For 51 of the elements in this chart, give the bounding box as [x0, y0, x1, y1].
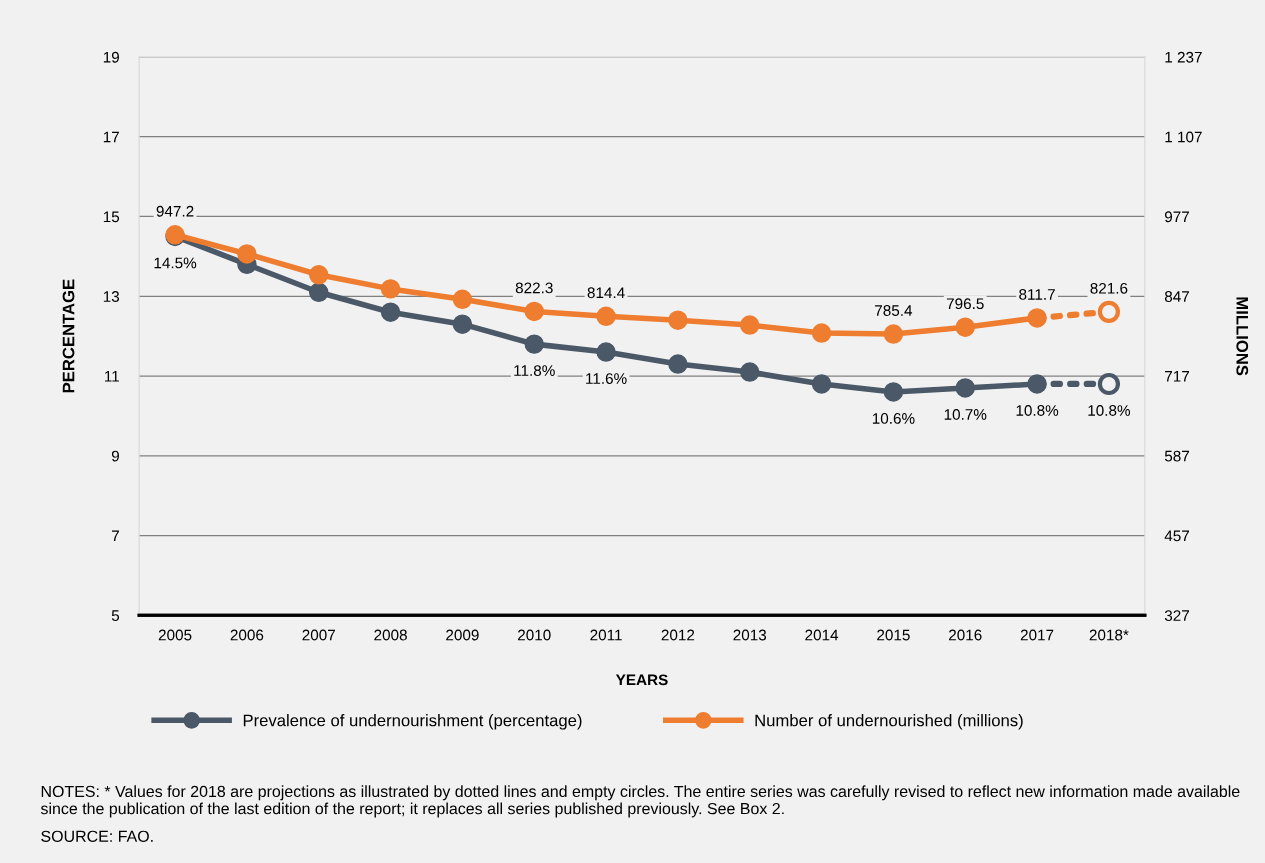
x-tick-label: 2013	[733, 629, 767, 641]
x-tick-label: 2014	[805, 629, 839, 641]
y-tick-label: 11	[105, 371, 119, 382]
y2-tick-label: 1 237	[1165, 51, 1202, 63]
data-label: 947.2	[156, 205, 194, 217]
x-tick-label: 2010	[518, 629, 551, 641]
data-label: 11.6%	[586, 373, 627, 384]
data-label: 822.3	[515, 282, 553, 294]
data-label: 10.6%	[872, 413, 915, 424]
source-note: SOURCE: FAO.	[41, 830, 153, 842]
y-tick-label: 19	[103, 51, 119, 63]
x-tick-label: 2011	[590, 629, 622, 641]
data-label: 11.8%	[514, 365, 555, 376]
y-axis-title: PERCENTAGE	[62, 279, 75, 393]
y2-axis-title: MILLIONS	[1236, 297, 1249, 376]
y-tick-label: 7	[111, 530, 119, 542]
x-tick-label: 2009	[446, 629, 479, 641]
x-tick-label: 2008	[374, 629, 407, 641]
y-tick-label: 17	[103, 131, 119, 143]
data-label: 10.8%	[1088, 405, 1131, 416]
y-tick-label: 9	[111, 450, 119, 462]
x-tick-label: 2005	[158, 629, 192, 641]
data-label: 785.4	[875, 305, 913, 316]
x-tick-label: 2012	[661, 629, 695, 641]
y-tick-label: 5	[111, 610, 120, 622]
x-tick-label: 2018*	[1089, 629, 1129, 641]
y-tick-label: 15	[103, 211, 120, 223]
y2-tick-label: 977	[1164, 211, 1189, 223]
data-label: 814.4	[587, 287, 625, 299]
y-tick-label: 13	[103, 291, 120, 302]
data-label: 14.5%	[154, 257, 197, 269]
y2-tick-label: 457	[1164, 530, 1189, 542]
data-label: 821.6	[1090, 282, 1128, 294]
legend-label: Prevalence of undernourishment (percentage)	[243, 714, 582, 730]
y2-tick-label: 587	[1164, 450, 1189, 462]
data-label: 811.7	[1019, 288, 1055, 300]
data-label: 10.8%	[1016, 405, 1059, 416]
y2-tick-label: 847	[1164, 291, 1189, 302]
text: NOTES: * Values for 2018 are projections as illustrated by dotted lines and empty circles. The entire series was carefully revised to reflect new information made available since the publication of the last edition of the report; it replaces all series published previously. See Box 2.	[40, 785, 1240, 818]
x-tick-label: 2007	[302, 629, 335, 641]
data-label: 796.5	[946, 298, 984, 310]
legend-label: Number of undernourished (millions)	[755, 714, 1023, 730]
y2-tick-label: 717	[1165, 371, 1189, 382]
x-tick-label: 2016	[949, 629, 982, 641]
data-label: 10.7%	[944, 409, 987, 420]
x-axis-title: YEARS	[615, 674, 668, 686]
y2-tick-label: 327	[1164, 610, 1189, 622]
x-tick-label: 2015	[877, 629, 910, 641]
y2-tick-label: 1 107	[1165, 131, 1202, 143]
x-tick-label: 2017	[1020, 629, 1054, 641]
x-tick-label: 2006	[230, 629, 264, 641]
